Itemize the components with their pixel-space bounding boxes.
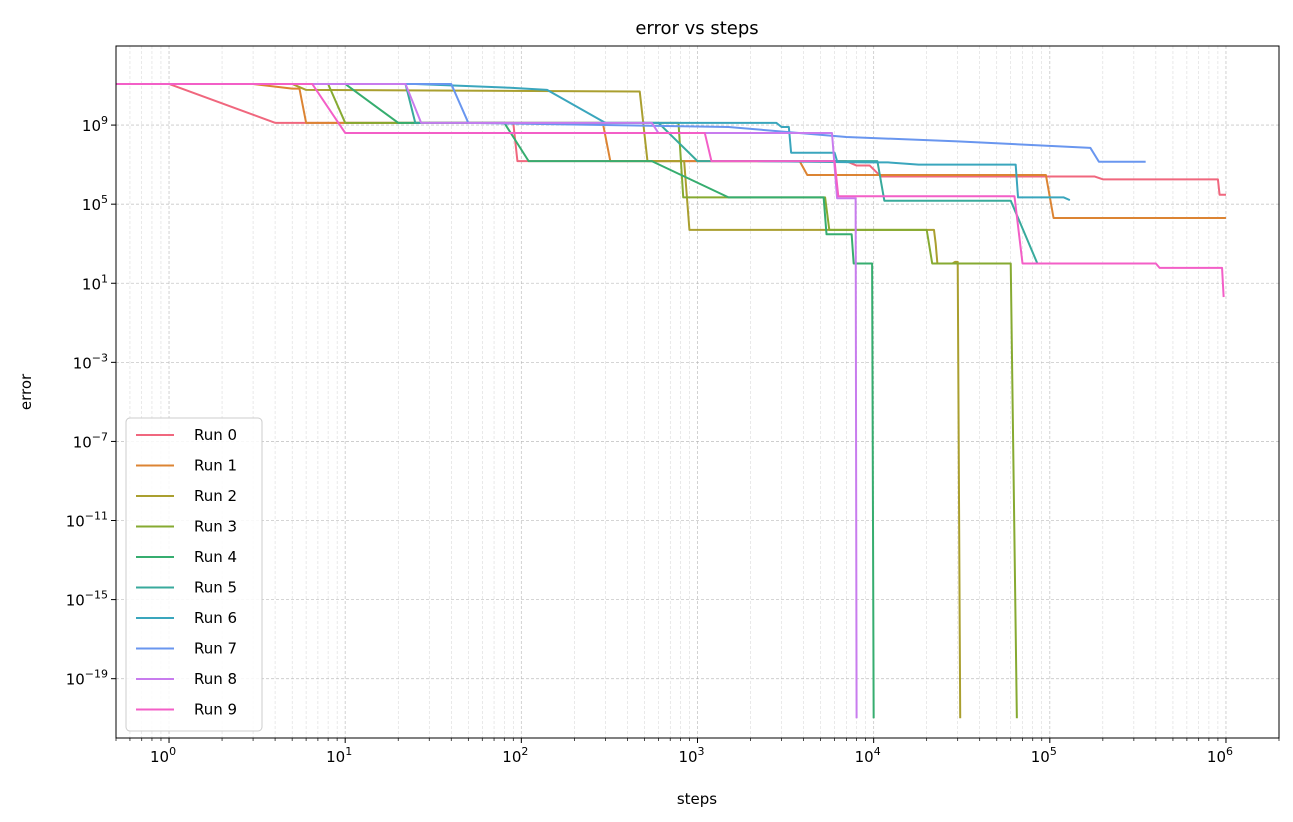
series-line-run-2: [116, 82, 962, 719]
y-tick-label: 10−19: [66, 668, 108, 689]
legend-label: Run 8: [194, 670, 237, 688]
y-tick-label: 105: [82, 193, 108, 214]
x-tick-label: 104: [855, 745, 881, 766]
legend-label: Run 4: [194, 548, 237, 566]
legend: Run 0 Run 1 Run 2 Run 3 Run 4 Run 5 Run 6 Run 7…: [125, 417, 263, 732]
legend-label: Run 2: [194, 487, 237, 505]
series-line-run-0: [116, 82, 1226, 196]
x-tick-label: 105: [1031, 745, 1057, 766]
y-axis: 109 105 101 10−3 10−7 10−11 10−15 10−19: [66, 114, 116, 689]
grid: [115, 46, 1280, 738]
y-tick-label: 10−11: [66, 510, 108, 531]
y-tick-label: 101: [82, 272, 108, 293]
legend-label: Run 1: [194, 457, 237, 475]
x-tick-label: 101: [326, 745, 352, 766]
x-axis: 100 101 102 103 104 105 106: [115, 738, 1280, 766]
series-line-run-7: [116, 82, 1146, 163]
x-tick-label: 100: [150, 745, 176, 766]
y-axis-label: error: [17, 373, 35, 410]
legend-label: Run 7: [194, 640, 237, 658]
y-tick-label: 109: [82, 114, 108, 135]
x-axis-label: steps: [677, 790, 717, 808]
y-tick-label: 10−3: [73, 351, 108, 372]
legend-label: Run 6: [194, 609, 237, 627]
x-tick-label: 106: [1207, 745, 1233, 766]
legend-label: Run 0: [194, 426, 237, 444]
series-line-run-4: [116, 82, 875, 719]
y-tick-label: 10−7: [73, 430, 108, 451]
legend-label: Run 9: [194, 701, 237, 719]
legend-label: Run 5: [194, 579, 237, 597]
y-tick-label: 10−15: [66, 589, 108, 610]
series-line-run-6: [116, 82, 1071, 202]
series-line-run-3: [116, 82, 1018, 719]
chart-title: error vs steps: [635, 18, 758, 39]
x-tick-label: 102: [502, 745, 528, 766]
series-line-run-9: [116, 82, 1225, 298]
plot-lines: [116, 82, 1226, 719]
legend-label: Run 3: [194, 518, 237, 536]
x-tick-label: 103: [678, 745, 704, 766]
series-line-run-1: [116, 82, 1226, 219]
series-line-run-5: [116, 82, 1039, 264]
